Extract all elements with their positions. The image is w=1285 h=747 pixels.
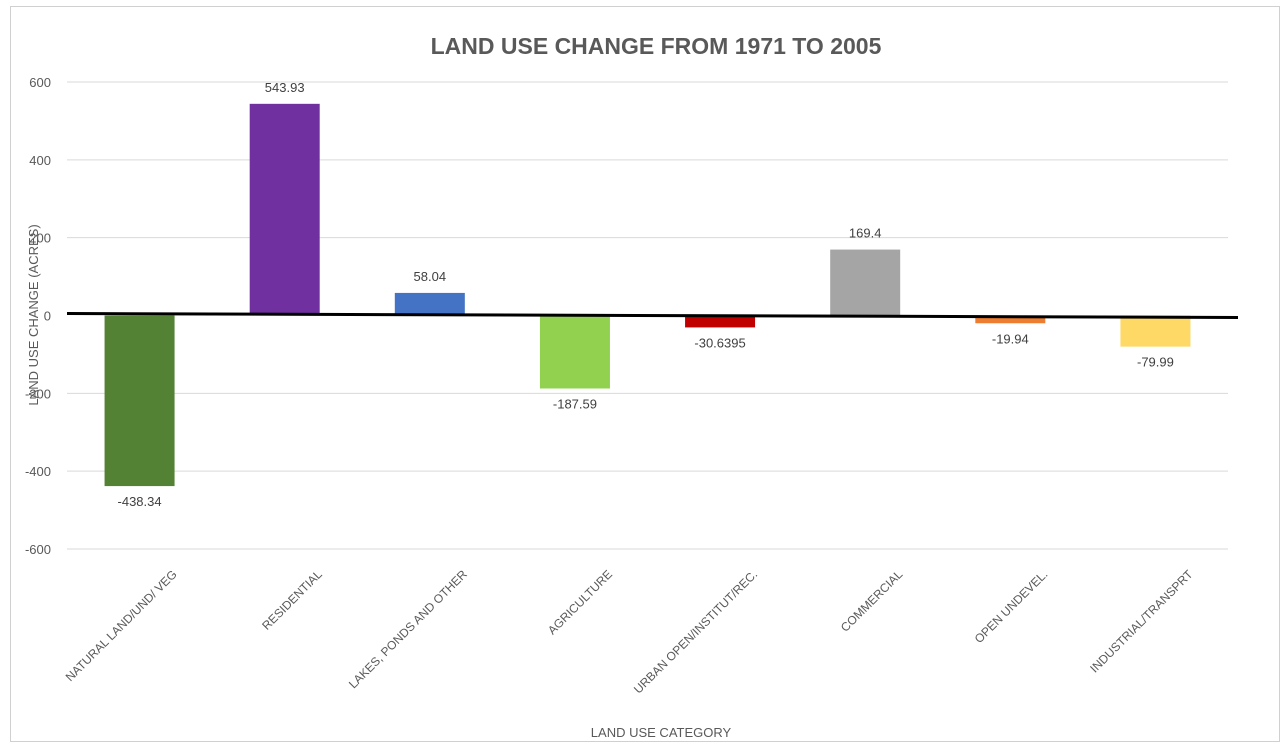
- y-tick-label: 400: [29, 153, 51, 168]
- bar: [830, 249, 901, 316]
- data-label: -187.59: [553, 397, 597, 412]
- data-label: -30.6395: [694, 335, 745, 350]
- chart-frame: LAND USE CHANGE FROM 1971 TO 2005 600 400…: [10, 6, 1280, 742]
- x-tick-label: NATURAL LAND/UND/ VEG: [63, 567, 180, 684]
- x-tick-label: RESIDENTIAL: [259, 567, 325, 633]
- bar: [104, 315, 175, 487]
- bar: [1120, 315, 1191, 347]
- data-label: 543.93: [265, 80, 305, 95]
- y-tick-label: -200: [25, 386, 51, 401]
- chart-title: LAND USE CHANGE FROM 1971 TO 2005: [431, 33, 882, 59]
- y-tick-label: 200: [29, 231, 51, 246]
- y-tick-label: 600: [29, 75, 51, 90]
- data-label: 58.04: [414, 269, 447, 284]
- zero-baseline: [66, 312, 1239, 319]
- y-tick-label: 0: [44, 309, 51, 324]
- bars: [104, 103, 1191, 487]
- y-tick-label: -600: [25, 542, 51, 557]
- data-label: 169.4: [849, 226, 882, 241]
- x-tick-label: COMMERCIAL: [838, 567, 906, 635]
- data-label: -438.34: [118, 494, 162, 509]
- bar: [685, 315, 756, 328]
- bar: [539, 315, 610, 389]
- y-axis-ticks: 600 400 200 0 -200 -400 -600: [25, 75, 51, 557]
- x-tick-label: AGRICULTURE: [545, 567, 615, 637]
- x-axis-title: LAND USE CATEGORY: [591, 725, 732, 740]
- x-axis-ticks: NATURAL LAND/UND/ VEG RESIDENTIAL LAKES, P…: [63, 567, 1196, 697]
- data-label: -19.94: [992, 331, 1029, 346]
- bar: [249, 103, 320, 316]
- x-tick-label: INDUSTRIAL/TRANSPRT: [1087, 567, 1196, 676]
- bar-chart: LAND USE CHANGE FROM 1971 TO 2005 600 400…: [25, 33, 1239, 740]
- data-labels: -438.34 543.93 58.04 -187.59 -30.6395 169.4 -1…: [118, 80, 1174, 509]
- x-tick-label: LAKES, PONDS AND OTHER: [346, 567, 470, 691]
- y-tick-label: -400: [25, 464, 51, 479]
- bar: [394, 292, 465, 316]
- y-axis-title: LAND USE CHANGE (ACRES): [26, 224, 41, 405]
- bar: [975, 315, 1046, 324]
- x-tick-label: URBAN OPEN/INSTITUT/REC.: [631, 567, 760, 696]
- data-label: -79.99: [1137, 355, 1174, 370]
- x-tick-label: OPEN UNDEVEL.: [972, 567, 1051, 646]
